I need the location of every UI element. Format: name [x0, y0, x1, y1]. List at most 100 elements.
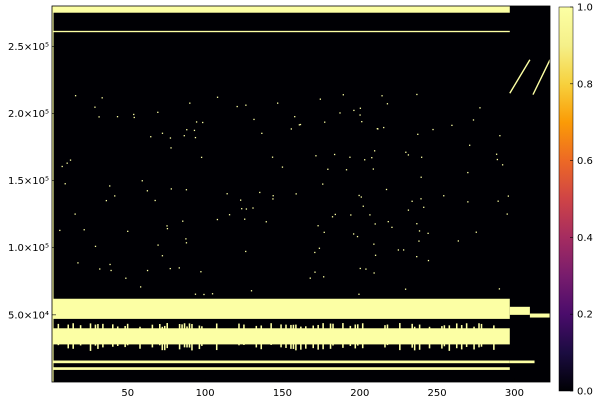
heatmap-point — [228, 214, 231, 216]
heatmap-stripe — [411, 323, 413, 348]
heatmap-point — [418, 230, 421, 232]
heatmap-stripe — [67, 324, 70, 349]
heatmap-point — [150, 136, 152, 138]
heatmap-stripe — [349, 325, 352, 346]
heatmap-point — [391, 226, 393, 228]
heatmap-point — [362, 205, 364, 207]
heatmap-point — [146, 190, 149, 192]
heatmap-point — [182, 220, 184, 222]
heatmap-stripe — [413, 326, 416, 351]
heatmap-point — [77, 262, 79, 264]
heatmap-point — [216, 218, 219, 221]
heatmap-point — [416, 255, 418, 258]
heatmap-stripe — [215, 323, 218, 351]
heatmap-region — [52, 360, 510, 364]
heatmap-point — [265, 221, 267, 223]
heatmap-point — [105, 199, 108, 202]
heatmap-stripe — [270, 323, 272, 345]
heatmap-stripe — [332, 323, 334, 346]
colorbar — [559, 7, 573, 391]
heatmap-point — [374, 223, 376, 225]
heatmap-point — [356, 235, 359, 238]
heatmap-point — [157, 244, 159, 246]
colorbar-tick-label: 0.0 — [577, 387, 593, 398]
heatmap-stripe — [317, 324, 319, 350]
heatmap-point — [475, 231, 477, 233]
heatmap-point — [387, 220, 389, 223]
heatmap-stripe — [292, 324, 295, 349]
heatmap-point — [272, 195, 274, 197]
heatmap-point — [194, 293, 197, 295]
heatmap-point — [407, 154, 410, 156]
heatmap-region — [52, 298, 510, 319]
heatmap-point — [195, 121, 198, 123]
heatmap-point — [334, 213, 336, 216]
heatmap-point — [127, 230, 129, 232]
heatmap-point — [290, 128, 292, 130]
heatmap-point — [216, 96, 219, 98]
heatmap-point — [416, 223, 418, 225]
heatmap-point — [457, 240, 459, 242]
heatmap-point — [322, 183, 324, 185]
heatmap-point — [146, 269, 149, 272]
heatmap-point — [427, 259, 430, 262]
heatmap-point — [359, 114, 361, 116]
colorbar-tick-label: 0.2 — [577, 310, 593, 321]
heatmap-stripe — [238, 323, 240, 346]
x-tick-label: 200 — [350, 388, 369, 399]
heatmap-point — [365, 268, 367, 270]
heatmap-point — [423, 206, 425, 208]
heatmap-point — [245, 208, 248, 210]
heatmap-stripe — [112, 324, 114, 347]
heatmap-point — [298, 124, 301, 126]
heatmap-point — [495, 153, 498, 155]
heatmap-point — [314, 271, 316, 273]
heatmap-stripe — [290, 324, 292, 349]
heatmap-point — [170, 188, 172, 190]
heatmap-point — [295, 193, 297, 195]
heatmap-point — [333, 153, 336, 156]
heatmap-point — [133, 116, 135, 119]
heatmap-stripe — [89, 323, 92, 351]
heatmap-point — [74, 95, 77, 97]
heatmap-region — [509, 360, 535, 364]
heatmap-stripe — [139, 326, 141, 349]
y-tick-label: 5.0×10⁴ — [8, 310, 49, 321]
heatmap-point — [319, 98, 321, 100]
heatmap-stripe — [188, 323, 191, 348]
heatmap-point — [239, 199, 242, 201]
heatmap-point — [407, 209, 410, 211]
heatmap-point — [479, 107, 481, 109]
heatmap-stripe — [161, 326, 164, 351]
heatmap-point — [372, 168, 374, 170]
heatmap-region — [52, 6, 510, 13]
heatmap-stripe — [97, 324, 99, 349]
heatmap-point — [397, 249, 400, 251]
heatmap-point — [364, 159, 366, 161]
heatmap-stripe — [102, 323, 104, 348]
heatmap-point — [371, 157, 373, 159]
heatmap-point — [501, 164, 504, 166]
heatmap-point — [166, 225, 168, 227]
heatmap-point — [94, 245, 97, 248]
heatmap-point — [211, 293, 214, 295]
heatmap-point — [261, 132, 263, 134]
colorbar-tick-label: 0.4 — [577, 233, 593, 244]
colorbar-frame — [558, 6, 574, 392]
heatmap-point — [352, 233, 355, 235]
heatmap-diagonal — [532, 59, 550, 95]
heatmap-stripe — [465, 323, 468, 347]
plot-background — [52, 6, 550, 382]
heatmap-stripe — [441, 326, 443, 349]
heatmap-point — [373, 272, 375, 274]
heatmap-stripe — [473, 326, 475, 350]
heatmap-point — [418, 240, 420, 242]
heatmap-diagonal — [509, 59, 531, 94]
heatmap-stripe — [280, 324, 282, 348]
heatmap-stripe — [159, 324, 161, 346]
heatmap-point — [236, 105, 238, 108]
heatmap-point — [226, 193, 228, 195]
heatmap-stripe — [305, 326, 307, 349]
heatmap-stripe — [399, 323, 401, 351]
heatmap-stripe — [243, 324, 245, 345]
